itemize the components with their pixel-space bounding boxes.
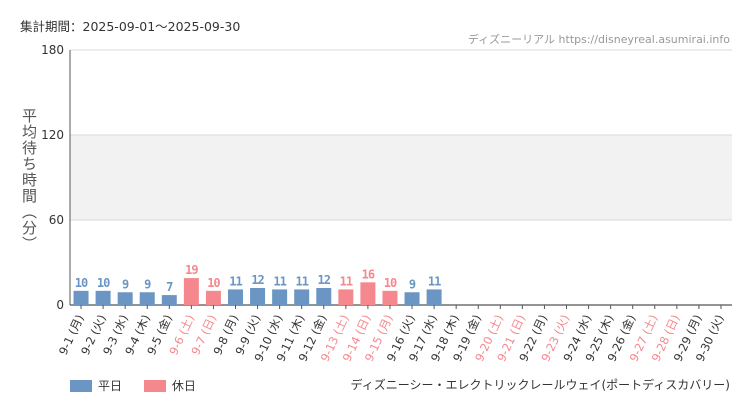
bar-value-label: 9 xyxy=(144,277,151,291)
bar-value-label: 11 xyxy=(428,274,441,288)
bar xyxy=(250,288,266,305)
legend-item-weekday: 平日 xyxy=(70,377,122,394)
bar-value-label: 10 xyxy=(384,276,397,290)
bar-value-label: 10 xyxy=(75,276,88,290)
bar xyxy=(316,288,332,305)
bar xyxy=(272,289,288,305)
bar-value-label: 9 xyxy=(409,277,416,291)
y-tick-label: 120 xyxy=(41,128,64,142)
bar xyxy=(360,282,376,305)
bar-value-label: 19 xyxy=(185,263,198,277)
bar xyxy=(338,289,354,305)
bar xyxy=(228,289,243,305)
period-label: 集計期間：2025-09-01～2025-09-30 xyxy=(20,19,241,34)
bar xyxy=(73,290,89,305)
bar-value-label: 16 xyxy=(362,267,375,281)
y-axis-label: 平均待ち時間（分） xyxy=(20,108,38,252)
bar-value-label: 12 xyxy=(318,273,331,287)
bar xyxy=(95,290,111,305)
bar-value-label: 11 xyxy=(295,274,308,288)
bar xyxy=(382,290,398,305)
bar-value-label: 7 xyxy=(166,280,173,294)
legend-swatch-weekday xyxy=(70,379,92,392)
bar-value-label: 9 xyxy=(122,277,129,291)
bar-value-label: 11 xyxy=(340,274,353,288)
y-tick-label: 60 xyxy=(49,213,64,227)
bar xyxy=(205,290,221,305)
legend-label-holiday: 休日 xyxy=(171,379,196,393)
bar-value-label: 11 xyxy=(273,274,286,288)
bar xyxy=(404,292,420,305)
legend: 平日 休日 xyxy=(70,377,214,395)
legend-swatch-holiday xyxy=(143,379,166,392)
grid-band xyxy=(70,135,732,220)
bar-value-label: 10 xyxy=(207,276,220,290)
bar xyxy=(117,292,133,305)
bar xyxy=(426,289,442,305)
bar xyxy=(139,292,155,305)
attraction-name: ディズニーシー・エレクトリックレールウェイ(ポートディスカバリー) xyxy=(350,378,730,392)
legend-item-holiday: 休日 xyxy=(143,377,196,394)
bar-value-label: 12 xyxy=(251,273,264,287)
y-tick-label: 180 xyxy=(41,43,64,57)
y-tick-label: 0 xyxy=(56,298,64,312)
bar-value-label: 10 xyxy=(97,276,110,290)
bar xyxy=(161,295,177,305)
bar xyxy=(294,289,310,305)
legend-label-weekday: 平日 xyxy=(98,379,123,393)
site-credit: ディズニーリアル https://disneyreal.asumirai.inf… xyxy=(467,33,730,46)
bar xyxy=(183,278,199,305)
bar-value-label: 11 xyxy=(229,274,242,288)
